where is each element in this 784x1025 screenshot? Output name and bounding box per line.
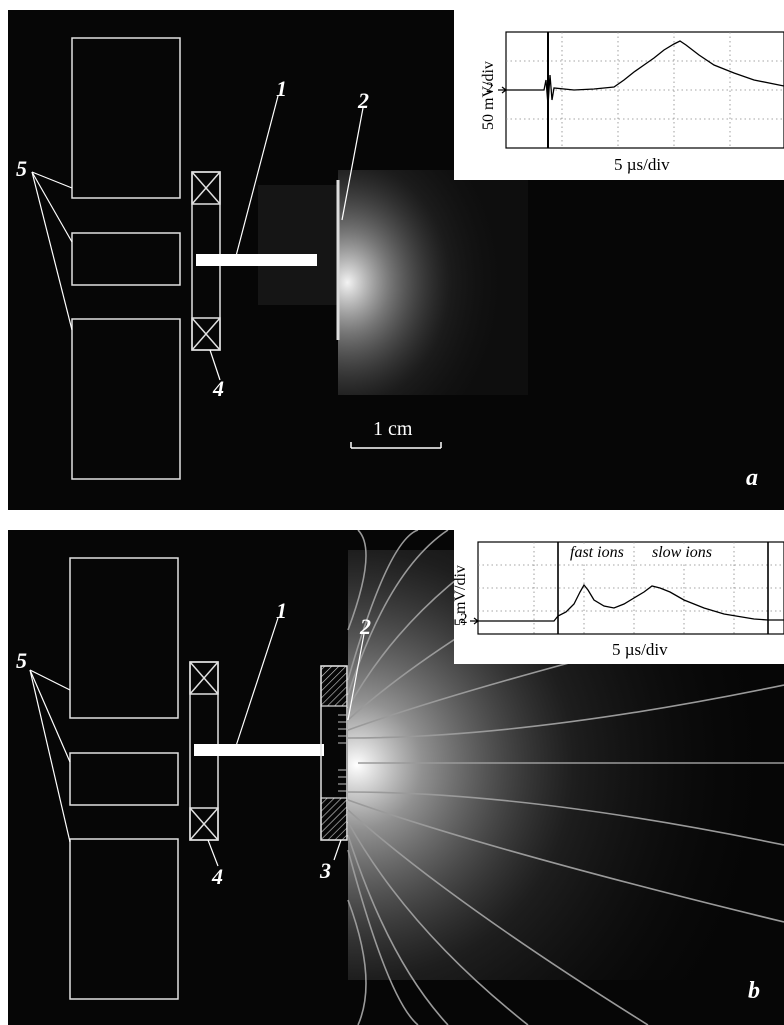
leader-5c [29, 669, 71, 843]
signal-trace-a [506, 40, 784, 106]
leader-5b [31, 171, 73, 243]
leader-2 [347, 633, 365, 721]
coil-5-upper [69, 557, 179, 719]
scale-bar-label: 1 cm [373, 418, 413, 440]
oscillogram-inset-a: 50 mV/div 2 5 µs/div [454, 10, 784, 180]
coil-5-middle [71, 232, 181, 286]
leader-5c [31, 171, 73, 331]
oscillogram-inset-b: fast ions slow ions 5 mV/div 2 5 µs/div [452, 530, 784, 664]
label-3: 3 [320, 858, 331, 883]
label-1: 1 [276, 598, 287, 623]
leader-4 [207, 839, 219, 867]
rod-1 [194, 744, 324, 756]
coil-5-lower [71, 318, 181, 480]
label-1: 1 [276, 76, 287, 101]
leader-5a [29, 669, 71, 691]
label-2: 2 [360, 614, 371, 639]
panel-letter-a: a [746, 465, 758, 491]
annotation-slow-ions: slow ions [650, 544, 715, 562]
leader-5a [31, 171, 73, 189]
oscillogram-b-plot [470, 541, 784, 635]
photo-panel-b: 1 2 3 4 5 b fast ions slow ions 5 mV/div [8, 530, 784, 1025]
label-5: 5 [16, 648, 27, 673]
leader-4 [209, 349, 221, 381]
leader-5b [29, 669, 71, 763]
label-4: 4 [212, 864, 223, 889]
oscillogram-a-plot [498, 31, 784, 149]
leader-1 [235, 95, 279, 257]
annotation-fast-ions: fast ions [568, 544, 626, 562]
level-marker-b: 2 [460, 611, 468, 627]
rod-1 [196, 254, 317, 266]
coil-5-upper [71, 37, 181, 199]
leader-2 [341, 107, 364, 221]
coil-5-lower [69, 838, 179, 1000]
label-4: 4 [213, 376, 224, 401]
leader-1 [235, 617, 279, 747]
leader-3 [333, 839, 342, 861]
level-marker-a: 2 [486, 80, 494, 96]
x-axis-label-b: 5 µs/div [612, 640, 668, 659]
photo-panel-a: 1 2 4 5 1 cm a 50 mV/div 2 5 µs/div [8, 10, 784, 510]
label-2: 2 [358, 88, 369, 113]
signal-trace-b [478, 583, 784, 622]
label-5: 5 [16, 156, 27, 181]
panel-letter-b: b [748, 978, 760, 1004]
coil-5-middle [69, 752, 179, 806]
x-axis-label-a: 5 µs/div [614, 155, 670, 174]
holder-3-teeth [338, 714, 347, 792]
